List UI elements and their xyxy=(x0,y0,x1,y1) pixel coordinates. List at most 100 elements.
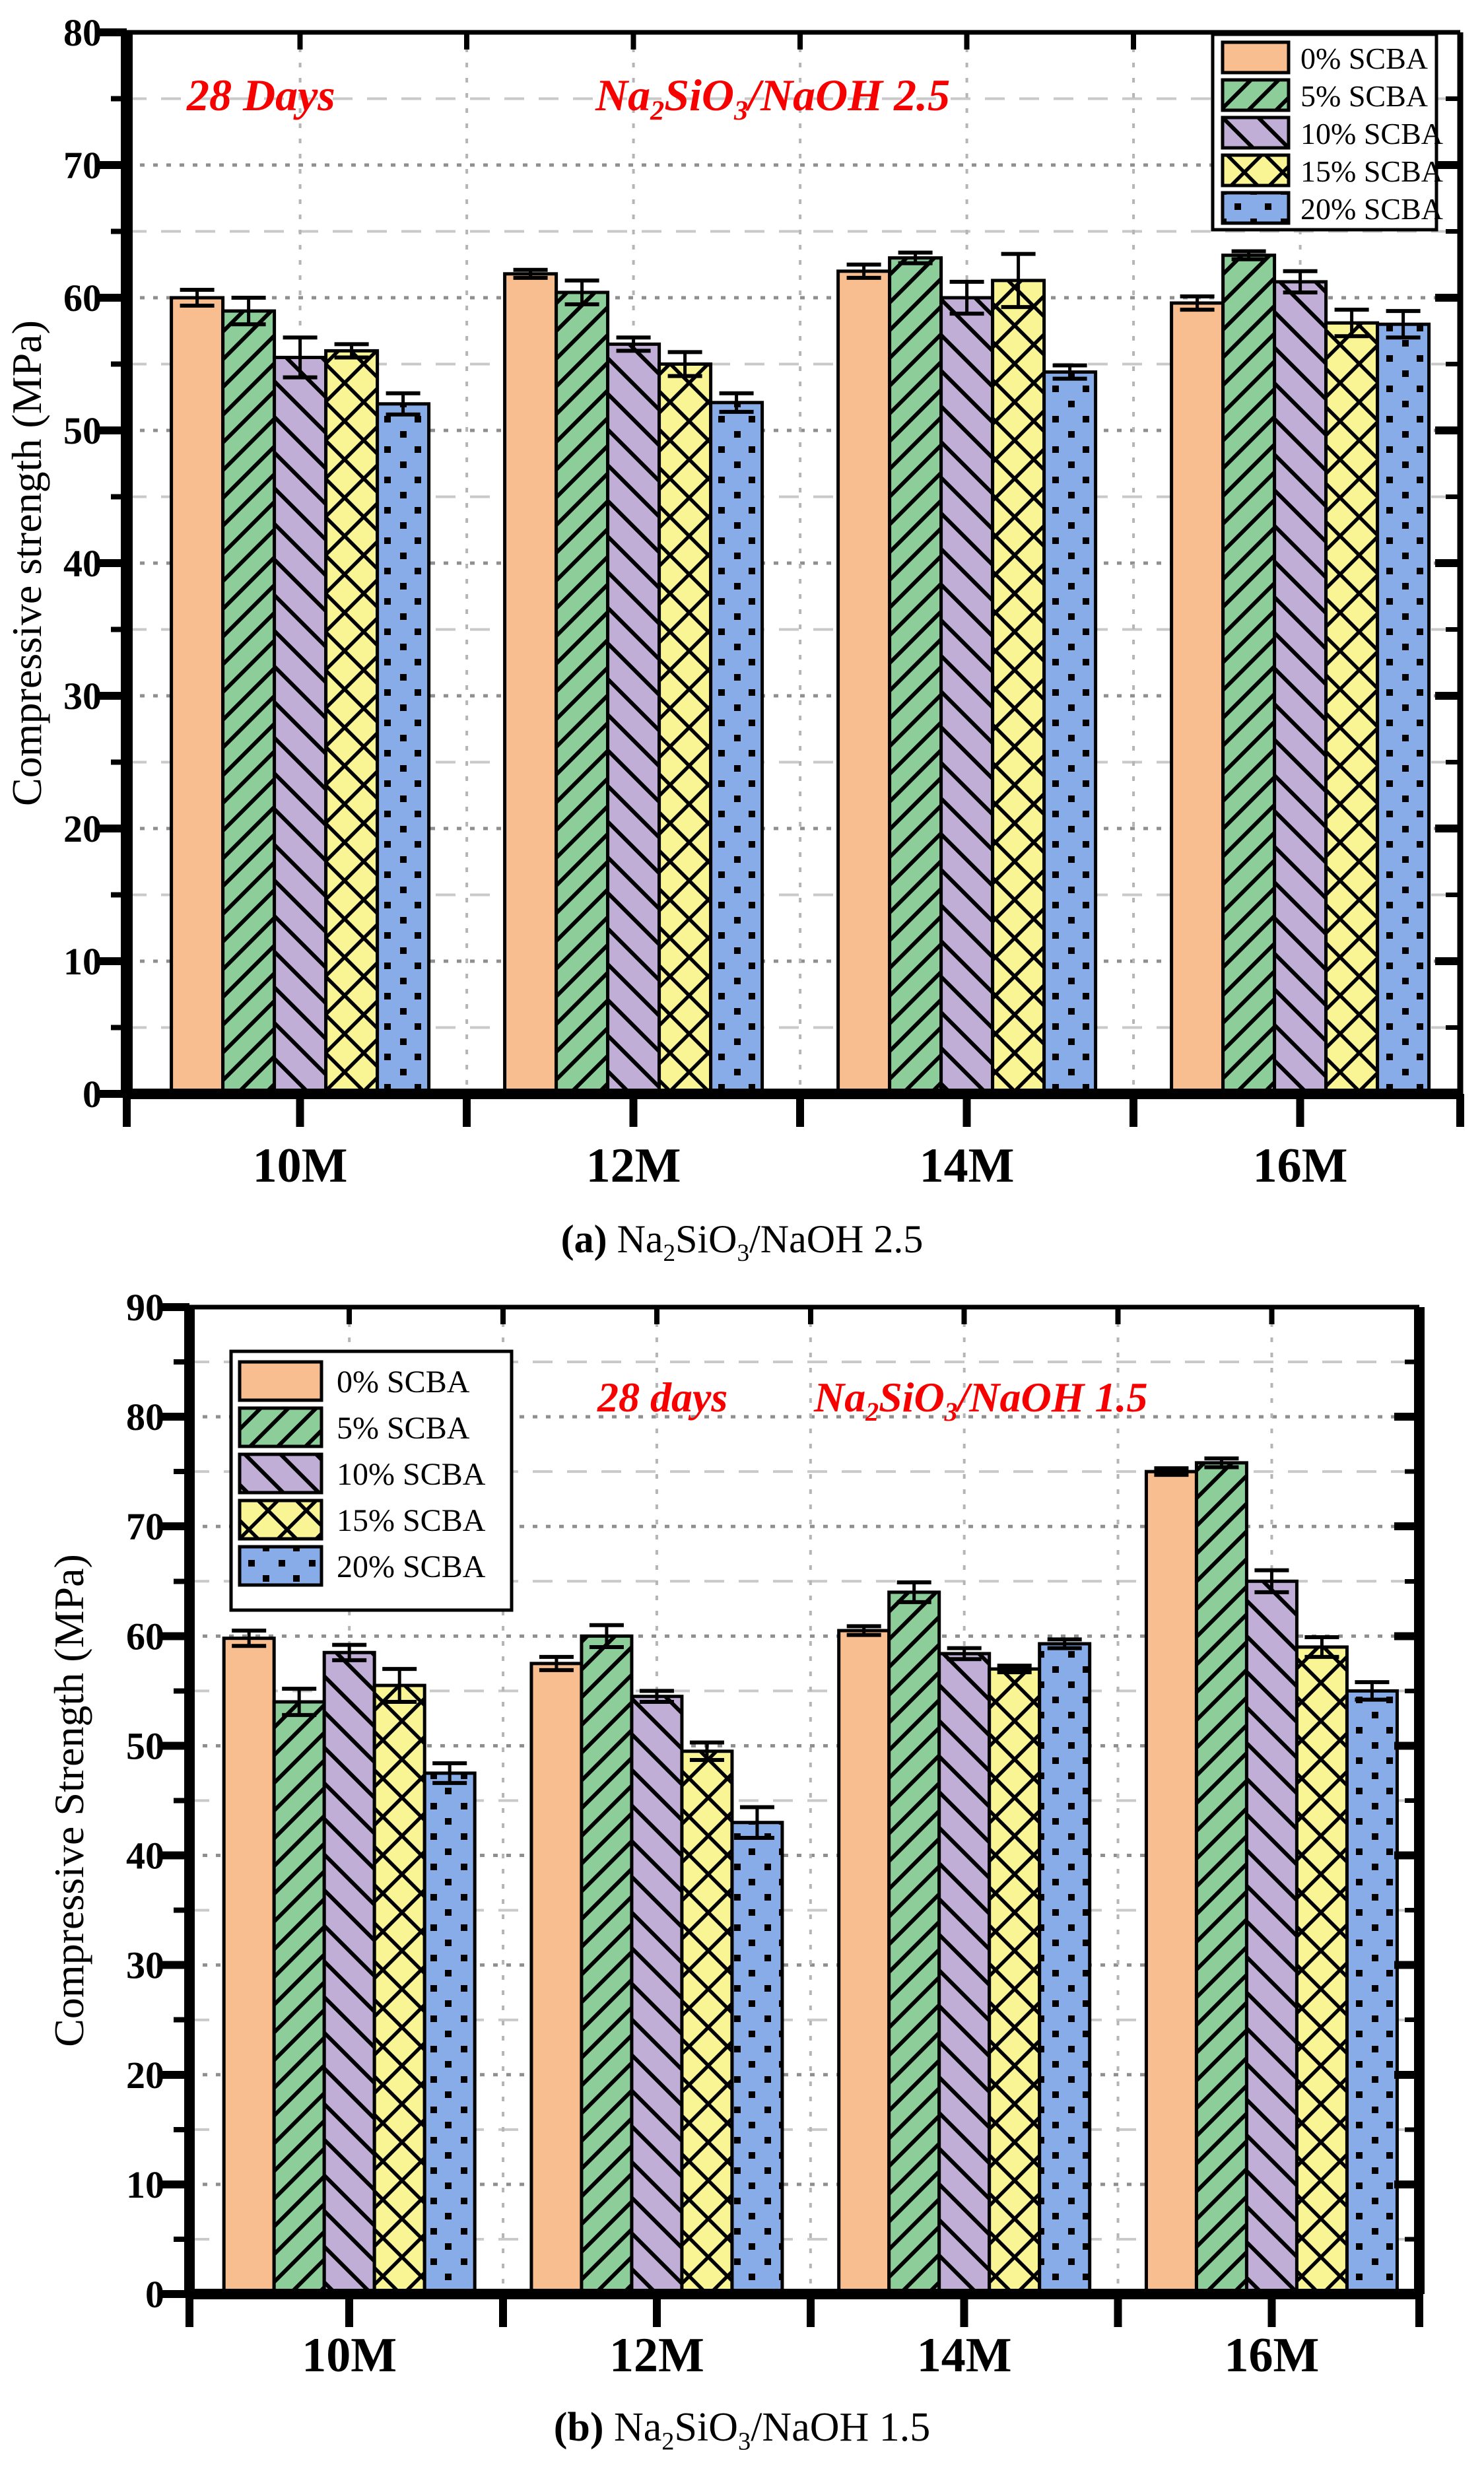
bar-14M-20% SCBA xyxy=(1038,1642,1092,2296)
caption-b-text: Na2SiO3/NaOH 1.5 xyxy=(603,2405,931,2456)
bar-10M-15% SCBA xyxy=(372,1683,426,2296)
annotation-b-1: Na2SiO3/NaOH 1.5 xyxy=(814,1374,1148,1427)
subscript: 2 xyxy=(663,1240,676,1267)
y-axis-title: Compressive strength (MPa) xyxy=(3,320,50,806)
subscript: 2 xyxy=(661,2427,675,2456)
x-label-10M: 10M xyxy=(302,2328,397,2383)
legend-swatch-solid-icon xyxy=(238,1360,323,1402)
bar-10M-20% SCBA xyxy=(422,1771,477,2296)
bar-12M-10% SCBA xyxy=(606,342,661,1096)
y-tick-label: 20 xyxy=(63,807,102,850)
annotation-a-1: Na2SiO3/NaOH 2.5 xyxy=(595,70,951,127)
bar-12M-5% SCBA xyxy=(580,1634,634,2296)
y-tick-label: 30 xyxy=(63,675,102,718)
legend-swatch-diagonal-back-icon xyxy=(238,1452,323,1495)
bar-14M-10% SCBA xyxy=(937,1652,992,2296)
y-tick-label: 90 xyxy=(126,1286,164,1329)
bar-10M-15% SCBA xyxy=(324,349,380,1096)
legend-label: 10% SCBA xyxy=(337,1457,486,1492)
bar-16M-20% SCBA xyxy=(1345,1689,1399,2296)
bar-10M-20% SCBA xyxy=(376,402,431,1096)
y-tick-label: 80 xyxy=(63,11,102,54)
legend-label: 10% SCBA xyxy=(1300,117,1443,151)
y-tick-label: 60 xyxy=(63,277,102,320)
bar-14M-0% SCBA xyxy=(836,269,892,1096)
y-tick-label: 0 xyxy=(145,2273,164,2316)
y-tick-label: 10 xyxy=(126,2163,164,2206)
subscript: 2 xyxy=(865,1397,879,1427)
x-label-16M: 16M xyxy=(1253,1139,1348,1193)
y-tick-label: 80 xyxy=(126,1396,164,1438)
bar-16M-0% SCBA xyxy=(1170,301,1225,1096)
bar-12M-10% SCBA xyxy=(630,1695,684,2296)
legend-swatch-diagonal-back-icon xyxy=(1221,116,1291,150)
bar-12M-15% SCBA xyxy=(680,1749,734,2296)
subscript: 3 xyxy=(944,1397,958,1427)
panel-a: (a) Na2SiO3/NaOH 2.5 0 10 20 30 40 50 60 70 80 10… xyxy=(0,11,1484,1268)
caption-a-label: (a) xyxy=(560,1217,607,1261)
bar-14M-20% SCBA xyxy=(1042,370,1098,1096)
caption-b: (b) Na2SiO3/NaOH 1.5 xyxy=(0,2404,1484,2456)
legend-swatch-crosshatch-icon xyxy=(1221,153,1291,187)
bar-14M-5% SCBA xyxy=(888,256,943,1096)
bar-16M-20% SCBA xyxy=(1376,322,1431,1096)
bar-16M-5% SCBA xyxy=(1221,253,1277,1096)
y-tick-label: 50 xyxy=(63,409,102,452)
subscript: 3 xyxy=(737,1240,750,1267)
y-tick-label: 40 xyxy=(126,1835,164,1877)
caption-b-label: (b) xyxy=(553,2405,604,2450)
bar-10M-0% SCBA xyxy=(170,296,225,1096)
x-label-12M: 12M xyxy=(586,1139,681,1193)
y-tick-label: 60 xyxy=(126,1615,164,1658)
annotation-b-0: 28 days xyxy=(597,1374,728,1421)
y-tick-label: 50 xyxy=(126,1724,164,1767)
bar-16M-15% SCBA xyxy=(1295,1645,1349,2296)
annotation-a-0: 28 Days xyxy=(187,70,335,120)
x-label-12M: 12M xyxy=(609,2328,704,2383)
bar-12M-15% SCBA xyxy=(658,362,713,1096)
subscript: 3 xyxy=(737,2427,751,2456)
bar-10M-0% SCBA xyxy=(222,1637,276,2296)
bar-12M-0% SCBA xyxy=(529,1662,584,2296)
bar-14M-0% SCBA xyxy=(837,1629,891,2296)
y-tick-label: 30 xyxy=(126,1944,164,1987)
y-tick-label: 70 xyxy=(63,144,102,187)
bar-10M-10% SCBA xyxy=(322,1650,376,2296)
bar-14M-15% SCBA xyxy=(991,279,1046,1096)
bar-12M-20% SCBA xyxy=(730,1821,784,2296)
bar-12M-0% SCBA xyxy=(503,272,558,1096)
caption-a: (a) Na2SiO3/NaOH 2.5 xyxy=(0,1217,1484,1268)
y-tick-label: 40 xyxy=(63,542,102,585)
chart-a: 0 10 20 30 40 50 60 70 80 10M 12M 14M 16M Compressive… xyxy=(3,11,1464,1193)
legend-swatch-diagonal-forward-icon xyxy=(1221,78,1291,112)
bar-12M-5% SCBA xyxy=(555,290,610,1096)
legend-label: 15% SCBA xyxy=(337,1503,486,1538)
bar-16M-10% SCBA xyxy=(1273,280,1328,1096)
legend-label: 20% SCBA xyxy=(337,1549,486,1584)
x-label-14M: 14M xyxy=(920,1139,1015,1193)
bar-16M-10% SCBA xyxy=(1244,1579,1298,2296)
y-tick-label: 20 xyxy=(126,2054,164,2097)
x-label-10M: 10M xyxy=(253,1139,348,1193)
bar-10M-5% SCBA xyxy=(221,309,277,1096)
x-label-16M: 16M xyxy=(1225,2328,1320,2383)
bar-10M-5% SCBA xyxy=(272,1700,326,2296)
legend-swatch-dots-icon xyxy=(238,1545,323,1587)
bar-16M-0% SCBA xyxy=(1144,1470,1198,2296)
subscript: 3 xyxy=(734,95,749,127)
bar-12M-20% SCBA xyxy=(709,401,764,1096)
legend-swatch-solid-icon xyxy=(1221,40,1291,75)
legend-label: 0% SCBA xyxy=(1300,42,1428,75)
bar-14M-10% SCBA xyxy=(939,296,995,1096)
bar-16M-15% SCBA xyxy=(1324,321,1380,1096)
y-axis-title: Compressive Strength (MPa) xyxy=(46,1554,92,2047)
legend-label: 15% SCBA xyxy=(1300,154,1443,188)
legend-label: 5% SCBA xyxy=(337,1411,470,1446)
legend-label: 20% SCBA xyxy=(1300,192,1443,226)
bar-10M-10% SCBA xyxy=(273,355,328,1096)
legend-swatch-diagonal-forward-icon xyxy=(238,1406,323,1448)
y-tick-label: 10 xyxy=(63,940,102,983)
legend-swatch-crosshatch-icon xyxy=(238,1499,323,1541)
chart-b: 0 10 20 30 40 50 60 70 80 90 10M 12M 14M 16M Compressi… xyxy=(46,1286,1425,2383)
